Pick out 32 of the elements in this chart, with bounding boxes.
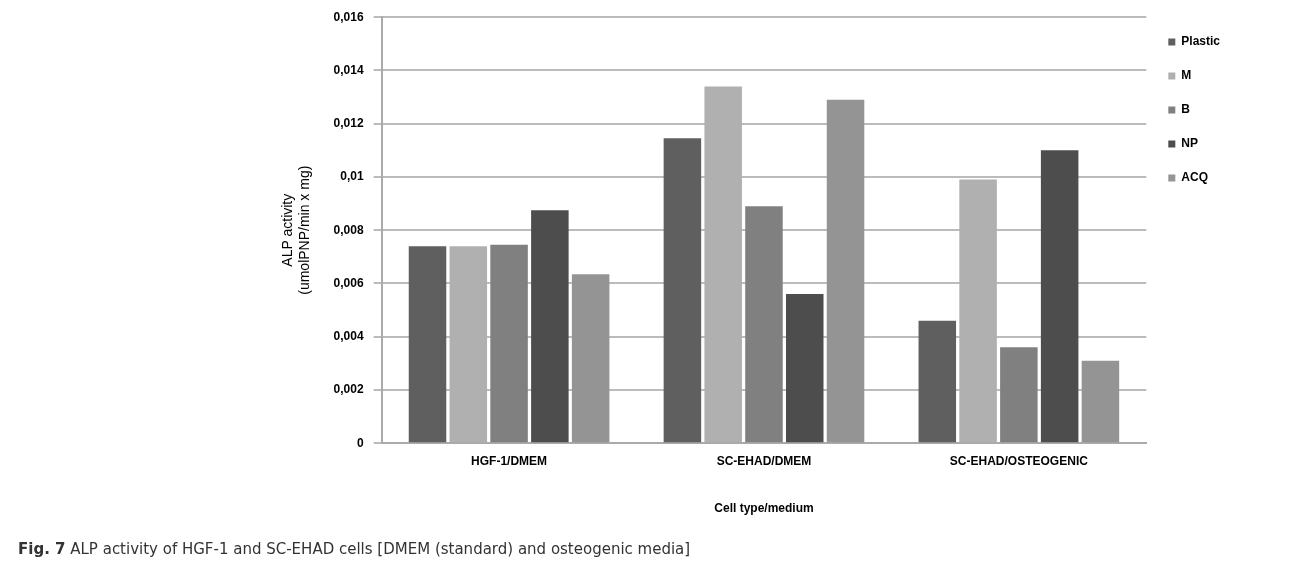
legend-label: B — [1181, 102, 1191, 117]
legend-label: ACQ — [1181, 170, 1208, 185]
bar — [408, 246, 447, 443]
legend-label: M — [1181, 68, 1192, 83]
bar — [918, 320, 957, 443]
y-tick-label: 0,01 — [340, 169, 364, 184]
bar — [531, 210, 569, 443]
y-tick-label: 0,008 — [333, 222, 364, 237]
x-tick-label: SC-EHAD/DMEM — [716, 453, 812, 468]
bar — [785, 294, 824, 443]
caption: Fig. 7 ALP activity of HGF-1 and SC-EHAD cells [DMEM (standard) and osteogenic media] — [18, 540, 691, 558]
y-tick-label: 0,014 — [333, 62, 364, 77]
bar — [745, 206, 783, 443]
bar — [571, 274, 610, 443]
y-tick-label: 0,016 — [333, 9, 364, 24]
y-tick-label: 0,012 — [333, 116, 364, 131]
x-tick-label: HGF-1/DMEM — [471, 453, 548, 468]
y-axis-title: ALP activity (umolPNP/min x mg) — [279, 165, 313, 295]
x-tick-label: SC-EHAD/OSTEOGENIC — [949, 453, 1089, 468]
legend-label: Plastic — [1181, 34, 1221, 49]
legend-label: NP — [1181, 136, 1198, 151]
bar — [1000, 347, 1038, 443]
bar — [490, 244, 528, 443]
bar — [1081, 360, 1120, 443]
y-tick-label: 0 — [356, 435, 364, 450]
bar — [826, 99, 865, 443]
bar — [1040, 150, 1079, 443]
y-tick-label: 0,004 — [333, 329, 364, 344]
y-tick-label: 0,002 — [333, 382, 364, 397]
bar — [663, 138, 702, 443]
x-axis-title: Cell type/medium — [714, 501, 814, 516]
y-tick-label: 0,006 — [333, 275, 364, 290]
